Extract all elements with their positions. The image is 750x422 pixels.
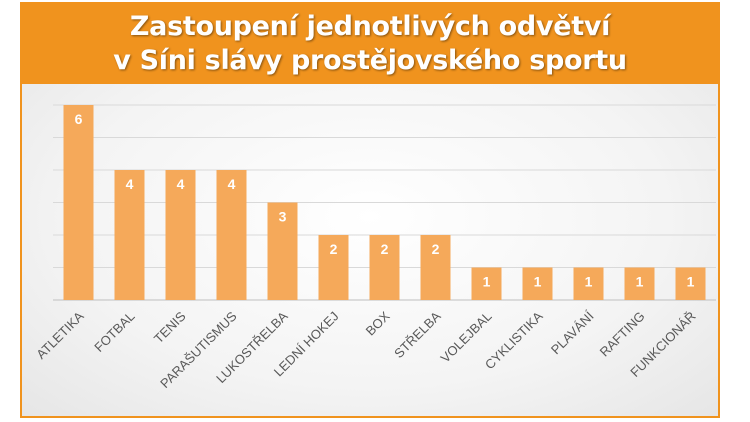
data-label: 2 <box>432 241 440 257</box>
x-tick-label: STŘELBA <box>391 308 444 361</box>
bar <box>216 170 247 300</box>
data-label: 2 <box>381 241 389 257</box>
x-tick-label: PLAVÁNÍ <box>548 308 597 357</box>
x-tick-label: ATLETIKA <box>33 308 87 362</box>
data-label: 1 <box>585 274 593 290</box>
data-label: 4 <box>126 176 134 192</box>
bar <box>624 267 655 300</box>
data-label: 3 <box>279 209 287 225</box>
bar <box>573 267 604 300</box>
x-tick-label: BOX <box>363 308 393 338</box>
data-label: 1 <box>687 274 695 290</box>
bar <box>369 235 400 300</box>
data-label: 4 <box>228 176 236 192</box>
data-label: 1 <box>636 274 644 290</box>
chart-title-line-1: Zastoupení jednotlivých odvětví <box>129 11 611 42</box>
bar <box>165 170 196 300</box>
bar <box>471 267 502 300</box>
bar <box>63 105 94 300</box>
bar <box>267 202 298 300</box>
chart-title-line-2: v Síni slávy prostějovského sportu <box>113 45 627 76</box>
bar <box>420 235 451 300</box>
chart-title-bar: Zastoupení jednotlivých odvětví v Síni s… <box>22 4 718 84</box>
data-label: 1 <box>534 274 542 290</box>
x-tick-label: TENIS <box>151 308 189 346</box>
bar <box>675 267 706 300</box>
data-label: 6 <box>75 111 83 127</box>
data-label: 2 <box>330 241 338 257</box>
x-tick-label: FOTBAL <box>91 309 137 355</box>
bar <box>318 235 349 300</box>
bar <box>114 170 145 300</box>
x-tick-label: RAFTING <box>597 309 648 360</box>
data-label: 1 <box>483 274 491 290</box>
bar <box>522 267 553 300</box>
data-label: 4 <box>177 176 185 192</box>
